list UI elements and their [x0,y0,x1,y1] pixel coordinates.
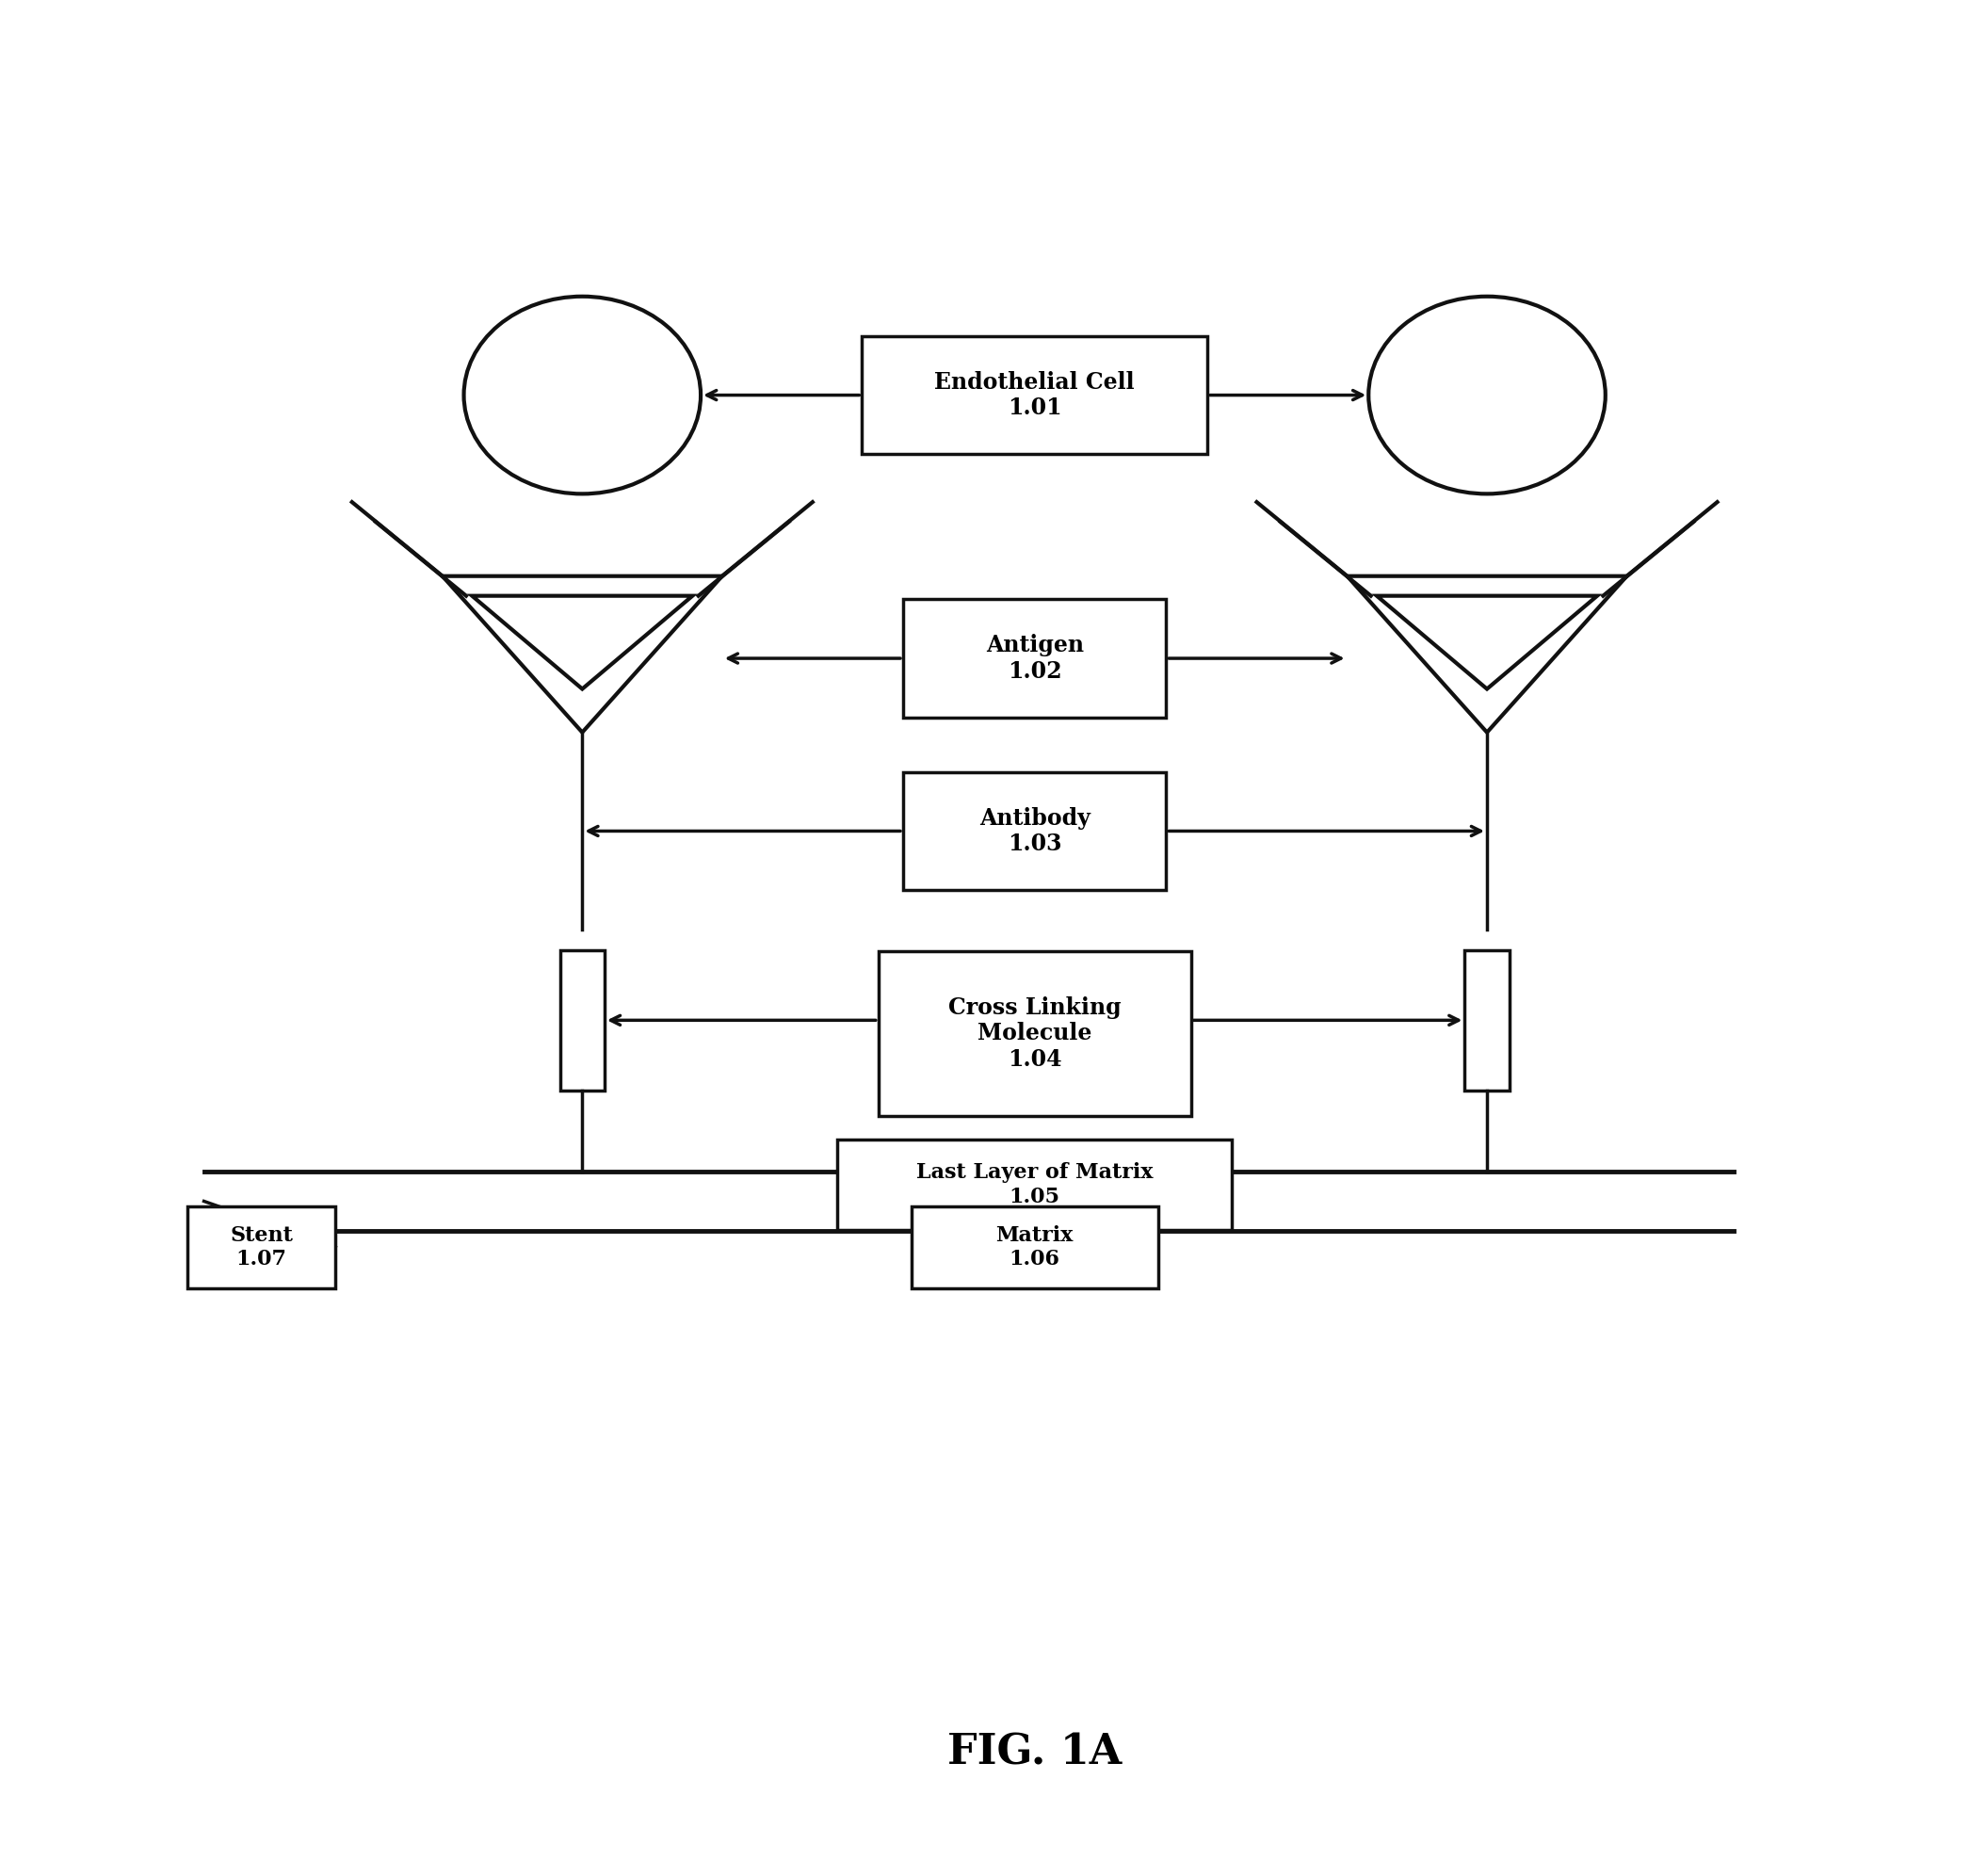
Bar [878,951,1190,1116]
Bar [902,598,1166,717]
Bar [902,771,1166,891]
Text: Last Layer of Matrix
1.05: Last Layer of Matrix 1.05 [916,1163,1152,1206]
Text: FIG. 1A: FIG. 1A [948,1732,1123,1773]
Bar [560,951,604,1090]
Text: Stent
1.07: Stent 1.07 [230,1225,292,1270]
Text: Endothelial Cell
1.01: Endothelial Cell 1.01 [934,371,1135,420]
Text: Matrix
1.06: Matrix 1.06 [995,1225,1073,1270]
Text: Antigen
1.02: Antigen 1.02 [986,634,1083,683]
Bar [837,1139,1232,1231]
Text: Cross Linking
Molecule
1.04: Cross Linking Molecule 1.04 [948,996,1121,1071]
Bar [912,1206,1158,1289]
Text: Antibody
1.03: Antibody 1.03 [980,807,1091,855]
Bar [1464,951,1510,1090]
Bar [187,1206,336,1289]
Bar [862,336,1208,454]
